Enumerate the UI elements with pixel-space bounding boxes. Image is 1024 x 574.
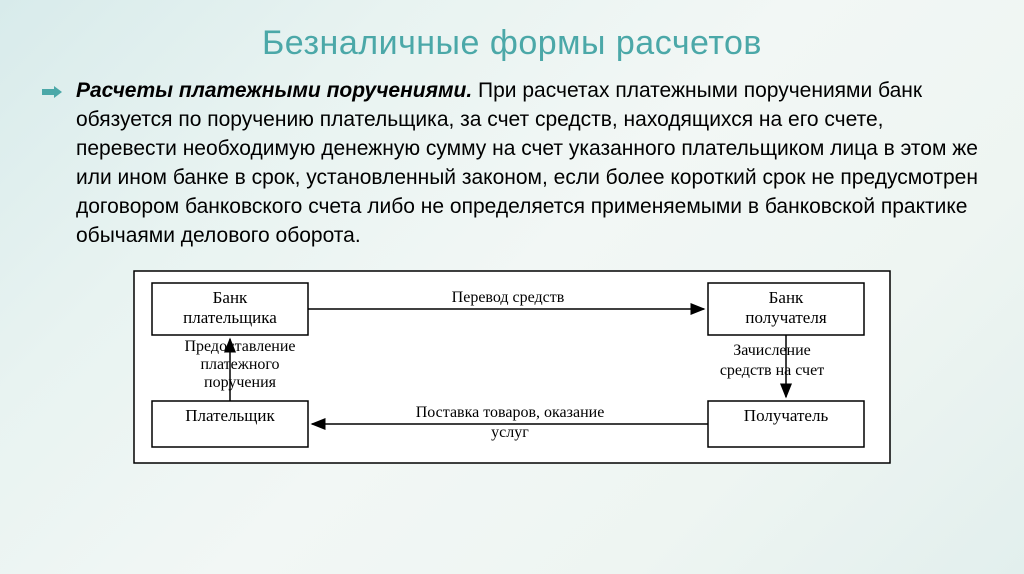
flowchart-diagram: Банк плательщика Банк получателя Платель… xyxy=(132,269,892,465)
title-text: Безналичные формы расчетов xyxy=(262,24,762,62)
edge-left-label2: платежного xyxy=(200,356,279,373)
node-bank-receiver-line1: Банк xyxy=(769,288,804,307)
node-bank-receiver-line2: получателя xyxy=(745,308,826,327)
node-bank-payer-line1: Банк xyxy=(213,288,248,307)
main-text: При расчетах платежными поручениями банк… xyxy=(76,79,978,247)
diagram-svg: Банк плательщика Банк получателя Платель… xyxy=(132,269,892,465)
edge-bottom-label1: Поставка товаров, оказание xyxy=(416,404,605,421)
bullet-arrow-path xyxy=(42,86,62,98)
node-payer-line1: Плательщик xyxy=(185,406,275,425)
edge-bottom-label2: услуг xyxy=(491,424,529,441)
node-bank-payer-line2: плательщика xyxy=(183,308,277,327)
node-receiver-line1: Получатель xyxy=(744,406,829,425)
edge-left-label3: поручения xyxy=(204,374,277,391)
edge-right-label1: Зачисление xyxy=(733,342,811,359)
body-paragraph: Расчеты платежными поручениями. При расч… xyxy=(42,77,982,251)
edge-left-label1: Предоставление xyxy=(184,338,295,355)
edge-top-label: Перевод средств xyxy=(452,289,565,306)
bullet-arrow-icon xyxy=(42,86,62,98)
slide-title: Безналичные формы расчетов xyxy=(42,24,982,63)
edge-right-label2: средств на счет xyxy=(720,362,824,379)
lead-text: Расчеты платежными поручениями. xyxy=(76,79,472,102)
